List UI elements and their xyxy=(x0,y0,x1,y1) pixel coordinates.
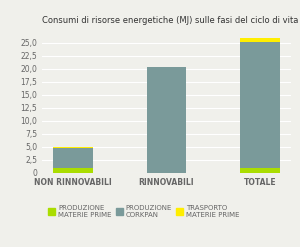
Bar xyxy=(53,147,93,148)
Bar xyxy=(53,148,93,168)
Bar xyxy=(53,168,93,173)
Bar xyxy=(240,42,280,168)
Bar xyxy=(147,67,186,173)
Bar xyxy=(240,38,280,42)
Bar xyxy=(240,168,280,173)
Legend: PRODUZIONE
MATERIE PRIME, PRODUZIONE
CORKPAN, TRASPORTO
MATERIE PRIME: PRODUZIONE MATERIE PRIME, PRODUZIONE COR… xyxy=(46,202,242,221)
Text: Consumi di risorse energetiche (MJ) sulle fasi del ciclo di vita (dalla culla al: Consumi di risorse energetiche (MJ) sull… xyxy=(42,16,300,25)
